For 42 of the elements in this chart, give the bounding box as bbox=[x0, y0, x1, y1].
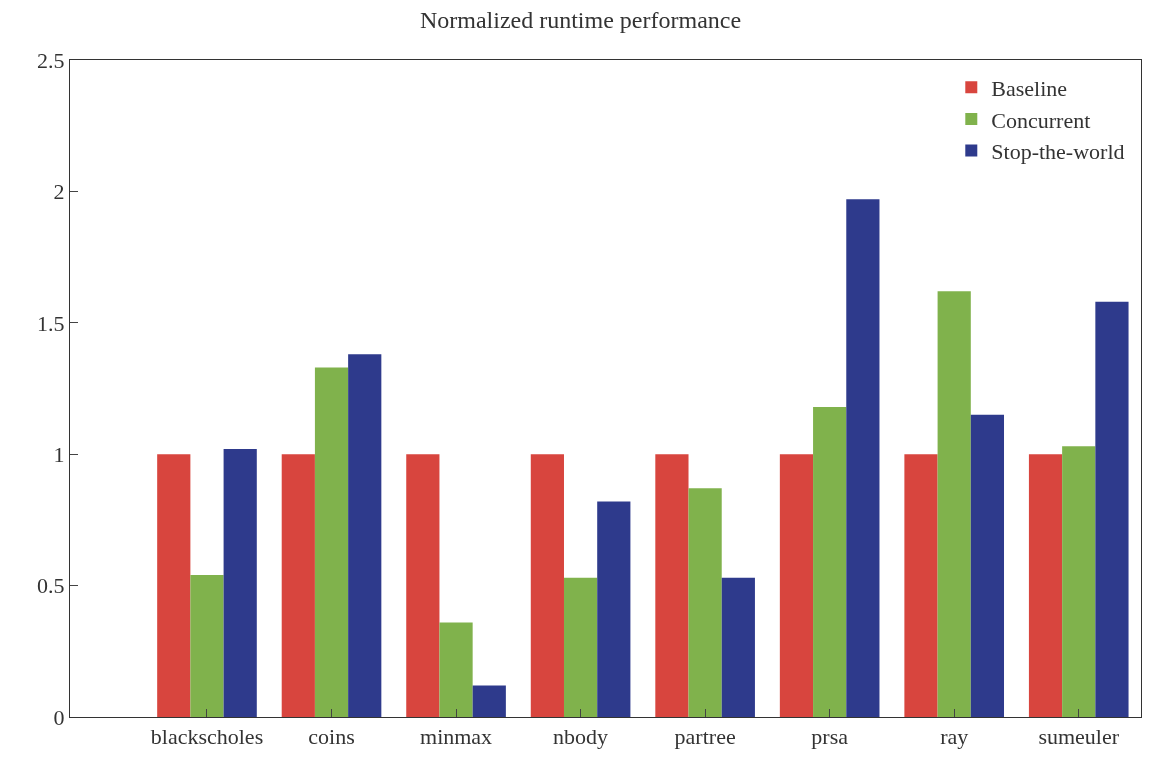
y-tick-label: 1 bbox=[53, 441, 65, 467]
legend-label: Stop-the-world bbox=[991, 139, 1125, 165]
chart-title: Normalized runtime performance bbox=[419, 7, 742, 34]
x-tick-label: nbody bbox=[553, 724, 609, 750]
bar bbox=[563, 577, 598, 717]
y-tick-label: 2 bbox=[53, 179, 65, 205]
bar bbox=[904, 454, 938, 717]
bar bbox=[157, 454, 191, 717]
y-tick-label: 0.5 bbox=[37, 573, 65, 599]
x-tick-label: blackscholes bbox=[150, 724, 264, 750]
bar bbox=[314, 367, 349, 717]
bar bbox=[472, 685, 506, 717]
x-tick-label: ray bbox=[940, 724, 969, 750]
bar bbox=[970, 414, 1005, 717]
bar bbox=[223, 448, 257, 717]
bar bbox=[406, 454, 440, 717]
bar bbox=[439, 622, 473, 717]
legend-label: Concurrent bbox=[991, 107, 1091, 133]
bar bbox=[281, 454, 315, 717]
x-tick-label: sumeuler bbox=[1038, 724, 1120, 750]
legend-label: Baseline bbox=[991, 75, 1068, 101]
y-tick-label: 2.5 bbox=[37, 47, 65, 73]
x-tick-label: partree bbox=[674, 724, 736, 750]
bar bbox=[1062, 446, 1096, 717]
bar bbox=[1028, 454, 1063, 717]
bar bbox=[1095, 301, 1129, 717]
x-tick-label: coins bbox=[308, 724, 355, 750]
x-tick-label: minmax bbox=[420, 724, 493, 750]
bar bbox=[721, 577, 755, 717]
bar bbox=[655, 454, 689, 717]
y-tick-label: 1.5 bbox=[37, 310, 65, 336]
y-tick-label: 0 bbox=[53, 704, 65, 730]
bar bbox=[779, 454, 814, 717]
x-tick-label: prsa bbox=[811, 724, 849, 750]
bar bbox=[597, 501, 631, 717]
bar bbox=[530, 454, 564, 717]
bar bbox=[688, 488, 722, 717]
bar bbox=[348, 354, 382, 717]
bar bbox=[937, 291, 971, 717]
bar bbox=[190, 575, 224, 717]
bar bbox=[846, 199, 880, 717]
bar bbox=[813, 406, 847, 717]
